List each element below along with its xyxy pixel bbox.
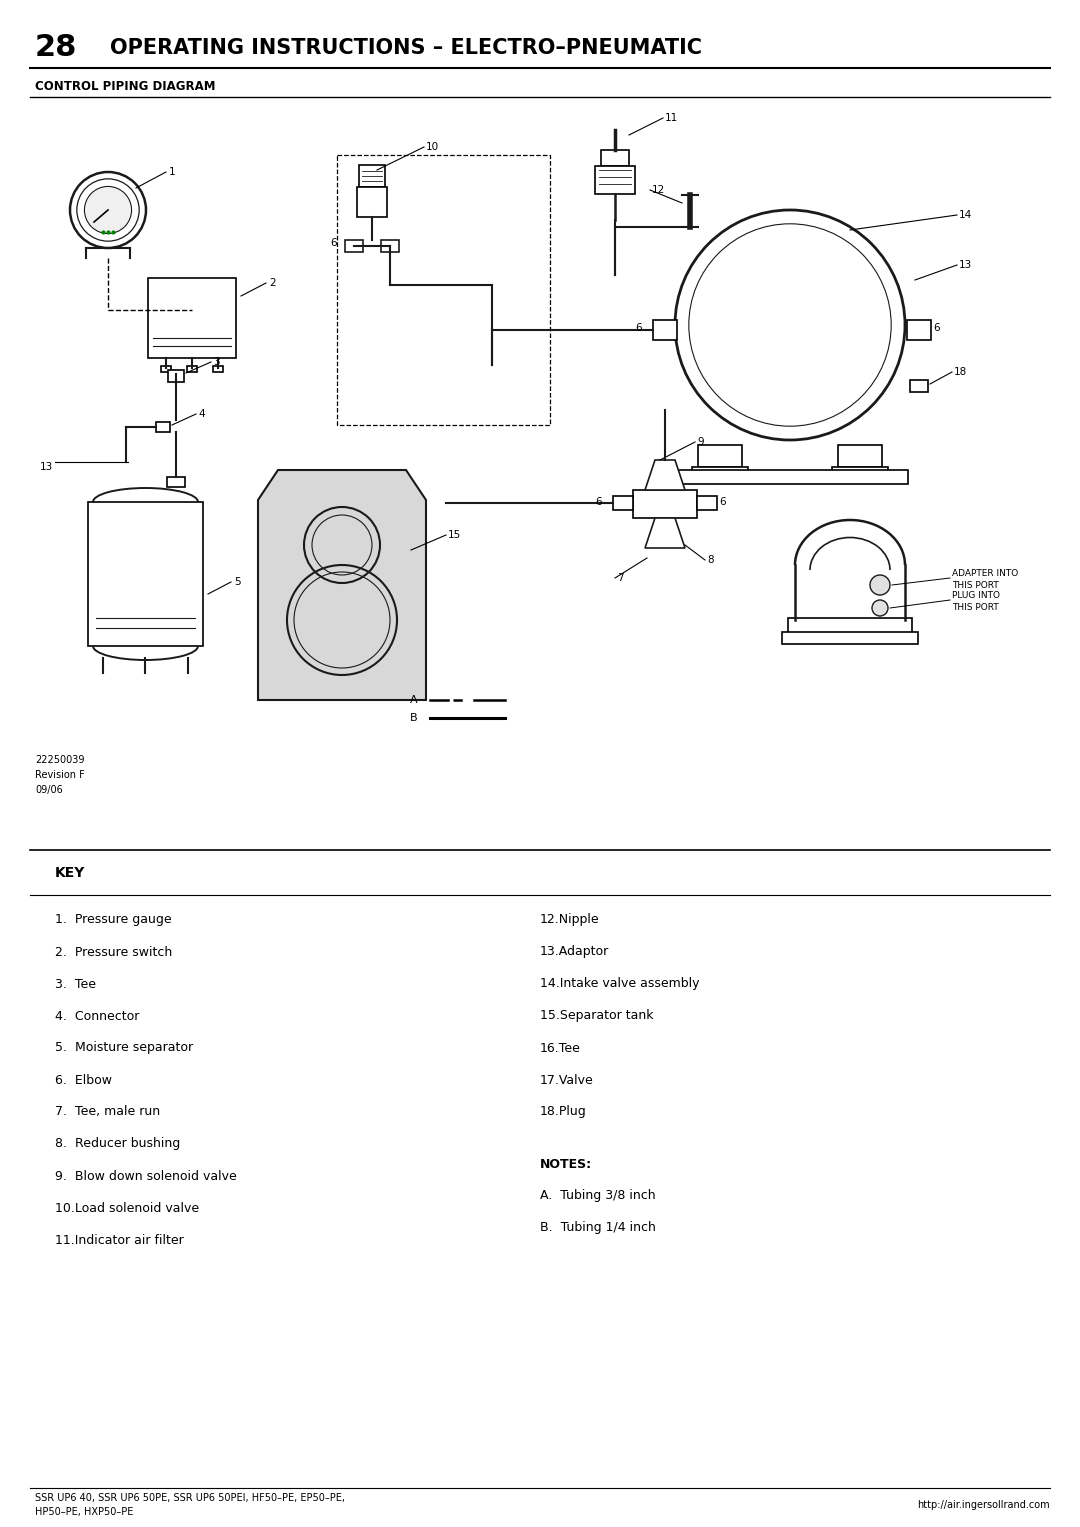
Bar	[697, 496, 717, 510]
Text: http://air.ingersollrand.com: http://air.ingersollrand.com	[917, 1500, 1050, 1510]
Text: THIS PORT: THIS PORT	[951, 603, 999, 611]
Text: 6: 6	[719, 496, 726, 507]
Text: 4.  Connector: 4. Connector	[55, 1009, 139, 1023]
Text: 6: 6	[635, 324, 642, 333]
Text: 5: 5	[234, 577, 241, 586]
Bar	[168, 370, 184, 382]
Bar	[156, 421, 170, 432]
Bar	[161, 366, 171, 373]
Text: 1.  Pressure gauge: 1. Pressure gauge	[55, 913, 172, 927]
Text: 1: 1	[168, 166, 176, 177]
Text: 16.Tee: 16.Tee	[540, 1041, 581, 1055]
Text: ADAPTER INTO: ADAPTER INTO	[951, 568, 1018, 577]
Text: OPERATING INSTRUCTIONS – ELECTRO–PNEUMATIC: OPERATING INSTRUCTIONS – ELECTRO–PNEUMAT…	[110, 38, 702, 58]
Text: 14.Intake valve assembly: 14.Intake valve assembly	[540, 977, 700, 991]
Text: 15: 15	[448, 530, 461, 541]
Text: 9.  Blow down solenoid valve: 9. Blow down solenoid valve	[55, 1170, 237, 1182]
Text: 8: 8	[707, 554, 714, 565]
Text: 2.  Pressure switch: 2. Pressure switch	[55, 945, 172, 959]
Text: 13: 13	[959, 260, 972, 270]
Text: B: B	[410, 713, 418, 722]
Text: 10: 10	[426, 142, 440, 153]
Bar	[148, 278, 237, 357]
Text: 13.Adaptor: 13.Adaptor	[540, 945, 609, 959]
Text: 9: 9	[697, 437, 704, 447]
Text: 6: 6	[933, 324, 940, 333]
Text: 2: 2	[269, 278, 275, 289]
Bar	[187, 366, 197, 373]
Circle shape	[70, 173, 146, 247]
Text: THIS PORT: THIS PORT	[951, 580, 999, 589]
Text: 11: 11	[665, 113, 678, 124]
Text: 6: 6	[330, 238, 337, 247]
Text: 3.  Tee: 3. Tee	[55, 977, 96, 991]
Bar	[595, 166, 635, 194]
Text: 7: 7	[617, 573, 623, 583]
Text: KEY: KEY	[55, 866, 85, 880]
Text: 22250039
Revision F
09/06: 22250039 Revision F 09/06	[35, 754, 84, 794]
Circle shape	[870, 576, 890, 596]
Text: B.  Tubing 1/4 inch: B. Tubing 1/4 inch	[540, 1222, 656, 1234]
Bar	[345, 240, 363, 252]
Polygon shape	[645, 460, 685, 490]
Bar	[633, 490, 697, 518]
Text: 11.Indicator air filter: 11.Indicator air filter	[55, 1234, 184, 1246]
Text: A: A	[410, 695, 418, 705]
Bar	[692, 467, 748, 475]
Bar	[832, 467, 888, 475]
Text: 4: 4	[198, 409, 204, 418]
Bar	[782, 632, 918, 644]
Bar	[698, 444, 742, 467]
Bar	[910, 380, 928, 392]
Text: 10.Load solenoid valve: 10.Load solenoid valve	[55, 1202, 199, 1214]
Text: 13: 13	[40, 463, 53, 472]
Bar	[838, 444, 882, 467]
Text: 15.Separator tank: 15.Separator tank	[540, 1009, 653, 1023]
Bar	[788, 618, 912, 634]
Text: PLUG INTO: PLUG INTO	[951, 591, 1000, 600]
Text: 18: 18	[954, 366, 968, 377]
Circle shape	[675, 211, 905, 440]
Text: 18.Plug: 18.Plug	[540, 1106, 586, 1118]
Bar	[359, 165, 384, 186]
Bar	[381, 240, 399, 252]
Bar	[672, 470, 908, 484]
Polygon shape	[645, 518, 685, 548]
Text: 8.  Reducer bushing: 8. Reducer bushing	[55, 1138, 180, 1150]
Circle shape	[872, 600, 888, 615]
Text: 28: 28	[35, 34, 78, 63]
Circle shape	[77, 179, 139, 241]
Bar	[600, 150, 629, 166]
Text: 17.Valve: 17.Valve	[540, 1073, 594, 1087]
Text: NOTES:: NOTES:	[540, 1157, 592, 1171]
Text: 6: 6	[595, 496, 602, 507]
Bar	[653, 321, 677, 341]
Text: 7.  Tee, male run: 7. Tee, male run	[55, 1106, 160, 1118]
Text: 12: 12	[652, 185, 665, 195]
Text: 12.Nipple: 12.Nipple	[540, 913, 599, 927]
Text: CONTROL PIPING DIAGRAM: CONTROL PIPING DIAGRAM	[35, 79, 216, 93]
Bar	[213, 366, 222, 373]
Bar	[87, 502, 203, 646]
Text: 6.  Elbow: 6. Elbow	[55, 1073, 112, 1087]
Text: 5.  Moisture separator: 5. Moisture separator	[55, 1041, 193, 1055]
Bar	[613, 496, 633, 510]
Text: 3: 3	[213, 357, 219, 366]
Bar	[907, 321, 931, 341]
Polygon shape	[258, 470, 426, 699]
Bar	[167, 476, 185, 487]
Circle shape	[84, 186, 132, 234]
Text: SSR UP6 40, SSR UP6 50PE, SSR UP6 50PEI, HF50–PE, EP50–PE,
HP50–PE, HXP50–PE: SSR UP6 40, SSR UP6 50PE, SSR UP6 50PEI,…	[35, 1492, 345, 1518]
Text: 14: 14	[959, 211, 972, 220]
Text: A.  Tubing 3/8 inch: A. Tubing 3/8 inch	[540, 1190, 656, 1202]
Bar	[357, 186, 387, 217]
